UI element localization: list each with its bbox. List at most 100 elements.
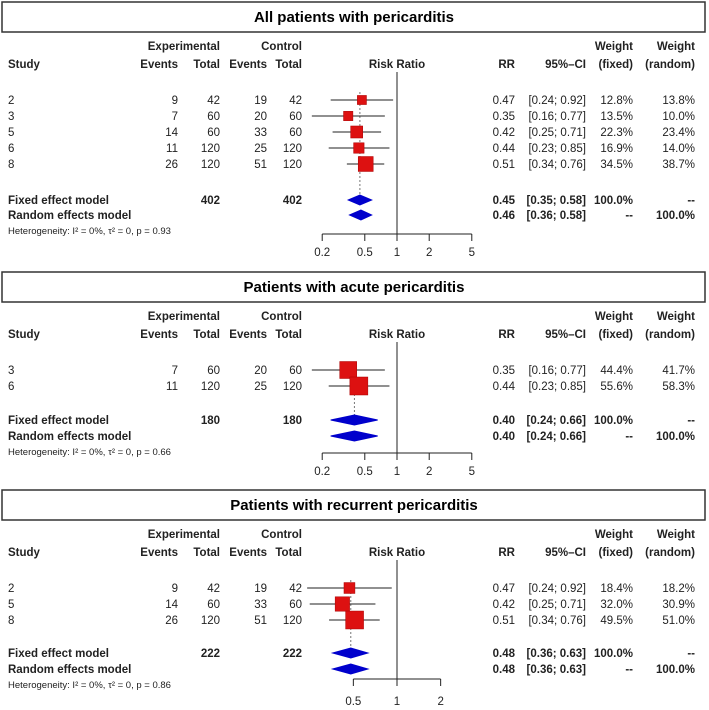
random-ci: [0.24; 0.66]: [527, 431, 587, 443]
header-study: Study: [8, 59, 41, 71]
header-study: Study: [8, 547, 41, 559]
random-rr: 0.48: [493, 664, 516, 676]
header-fixed: (fixed): [599, 547, 634, 559]
random-effect-diamond: [330, 430, 378, 442]
header-ctrl-events: Events: [229, 547, 267, 559]
ctrl-events: 19: [254, 583, 267, 595]
fixed-model-label: Fixed effect model: [8, 195, 109, 207]
rr-value: 0.47: [493, 583, 515, 595]
exp-total: 120: [201, 143, 220, 155]
fixed-ci: [0.24; 0.66]: [527, 415, 587, 427]
ctrl-total: 120: [283, 615, 302, 627]
header-rr: RR: [498, 547, 515, 559]
header-ctrl-events: Events: [229, 329, 267, 341]
random-model-label: Random effects model: [8, 210, 131, 222]
study-square: [339, 361, 357, 379]
ctrl-events: 25: [254, 381, 267, 393]
random-ci: [0.36; 0.63]: [527, 664, 587, 676]
header-random: (random): [645, 547, 695, 559]
study-square: [357, 156, 374, 172]
header-exp-total: Total: [193, 329, 220, 341]
weight-fixed: 13.5%: [600, 111, 633, 123]
exp-events: 26: [165, 615, 178, 627]
exp-events: 26: [165, 159, 178, 171]
exp-events: 14: [165, 127, 178, 139]
header-risk-ratio: Risk Ratio: [369, 547, 425, 559]
weight-fixed: 49.5%: [600, 615, 633, 627]
random-rr: 0.46: [493, 210, 515, 222]
exp-events: 11: [166, 381, 178, 393]
ctrl-total: 60: [289, 111, 302, 123]
exp-total: 120: [201, 381, 220, 393]
study-square: [345, 610, 364, 630]
rr-value: 0.42: [493, 127, 515, 139]
header-study: Study: [8, 329, 41, 341]
ctrl-events: 51: [254, 615, 267, 627]
header-random: (random): [645, 329, 695, 341]
study-square: [353, 142, 365, 154]
random-effect-diamond: [348, 209, 373, 221]
weight-random: 58.3%: [662, 381, 695, 393]
x-tick-label: 2: [437, 696, 443, 708]
header-experimental: Experimental: [148, 41, 220, 53]
header-risk-ratio: Risk Ratio: [369, 59, 425, 71]
weight-random: 18.2%: [662, 583, 695, 595]
ctrl-events: 33: [254, 127, 267, 139]
x-tick-label: 1: [394, 696, 400, 708]
header-ci: 95%–CI: [545, 59, 586, 71]
rr-value: 0.47: [493, 95, 515, 107]
study-label: 8: [8, 615, 14, 627]
ctrl-total: 60: [289, 127, 302, 139]
ctrl-events: 20: [254, 365, 267, 377]
x-tick-label: 2: [426, 466, 432, 478]
ctrl-events: 25: [254, 143, 267, 155]
exp-total: 60: [207, 127, 220, 139]
x-tick-label: 0.2: [314, 466, 330, 478]
exp-events: 9: [172, 95, 178, 107]
weight-fixed: 34.5%: [600, 159, 633, 171]
study-square: [350, 125, 363, 139]
panel-title-box: [1, 1, 706, 33]
forest-panel-3: Patients with recurrent pericarditis Expe…: [1, 489, 706, 708]
ctrl-events: 33: [254, 599, 267, 611]
exp-total-sum: 222: [201, 648, 220, 660]
study-label: 5: [8, 599, 14, 611]
exp-total: 120: [201, 159, 220, 171]
study-square: [343, 111, 354, 121]
heterogeneity-text: Heterogeneity: I² = 0%, τ² = 0, p = 0.93: [8, 226, 171, 237]
heterogeneity-text: Heterogeneity: I² = 0%, τ² = 0, p = 0.86: [8, 680, 171, 691]
header-weight-random: Weight: [657, 529, 695, 541]
x-tick-label: 0.5: [345, 696, 361, 708]
weight-random: 38.7%: [662, 159, 695, 171]
ctrl-total-sum: 222: [283, 648, 302, 660]
study-label: 6: [8, 143, 14, 155]
x-tick-label: 2: [426, 247, 432, 259]
header-fixed: (fixed): [599, 59, 634, 71]
ci-value: [0.23; 0.85]: [528, 143, 586, 155]
panel-title-box: [1, 271, 706, 303]
header-exp-events: Events: [140, 547, 178, 559]
ctrl-events: 19: [254, 95, 267, 107]
random-weight-random: 100.0%: [656, 431, 695, 443]
ci-value: [0.34; 0.76]: [528, 615, 586, 627]
ci-value: [0.24; 0.92]: [528, 583, 586, 595]
exp-events: 7: [172, 365, 178, 377]
x-tick-label: 5: [469, 247, 475, 259]
x-tick-label: 1: [394, 466, 400, 478]
header-ci: 95%–CI: [545, 547, 586, 559]
random-weight-random: 100.0%: [656, 210, 695, 222]
study-label: 3: [8, 111, 14, 123]
exp-total-sum: 180: [201, 415, 220, 427]
fixed-rr: 0.40: [493, 415, 515, 427]
fixed-weight-fixed: 100.0%: [594, 648, 633, 660]
study-label: 8: [8, 159, 14, 171]
panel-title: Patients with acute pericarditis: [244, 279, 465, 296]
fixed-weight-fixed: 100.0%: [594, 195, 633, 207]
x-tick-label: 0.5: [357, 466, 373, 478]
ci-value: [0.24; 0.92]: [528, 95, 586, 107]
weight-fixed: 44.4%: [600, 365, 633, 377]
exp-events: 7: [172, 111, 178, 123]
x-tick-label: 0.2: [314, 247, 330, 259]
header-random: (random): [645, 59, 695, 71]
